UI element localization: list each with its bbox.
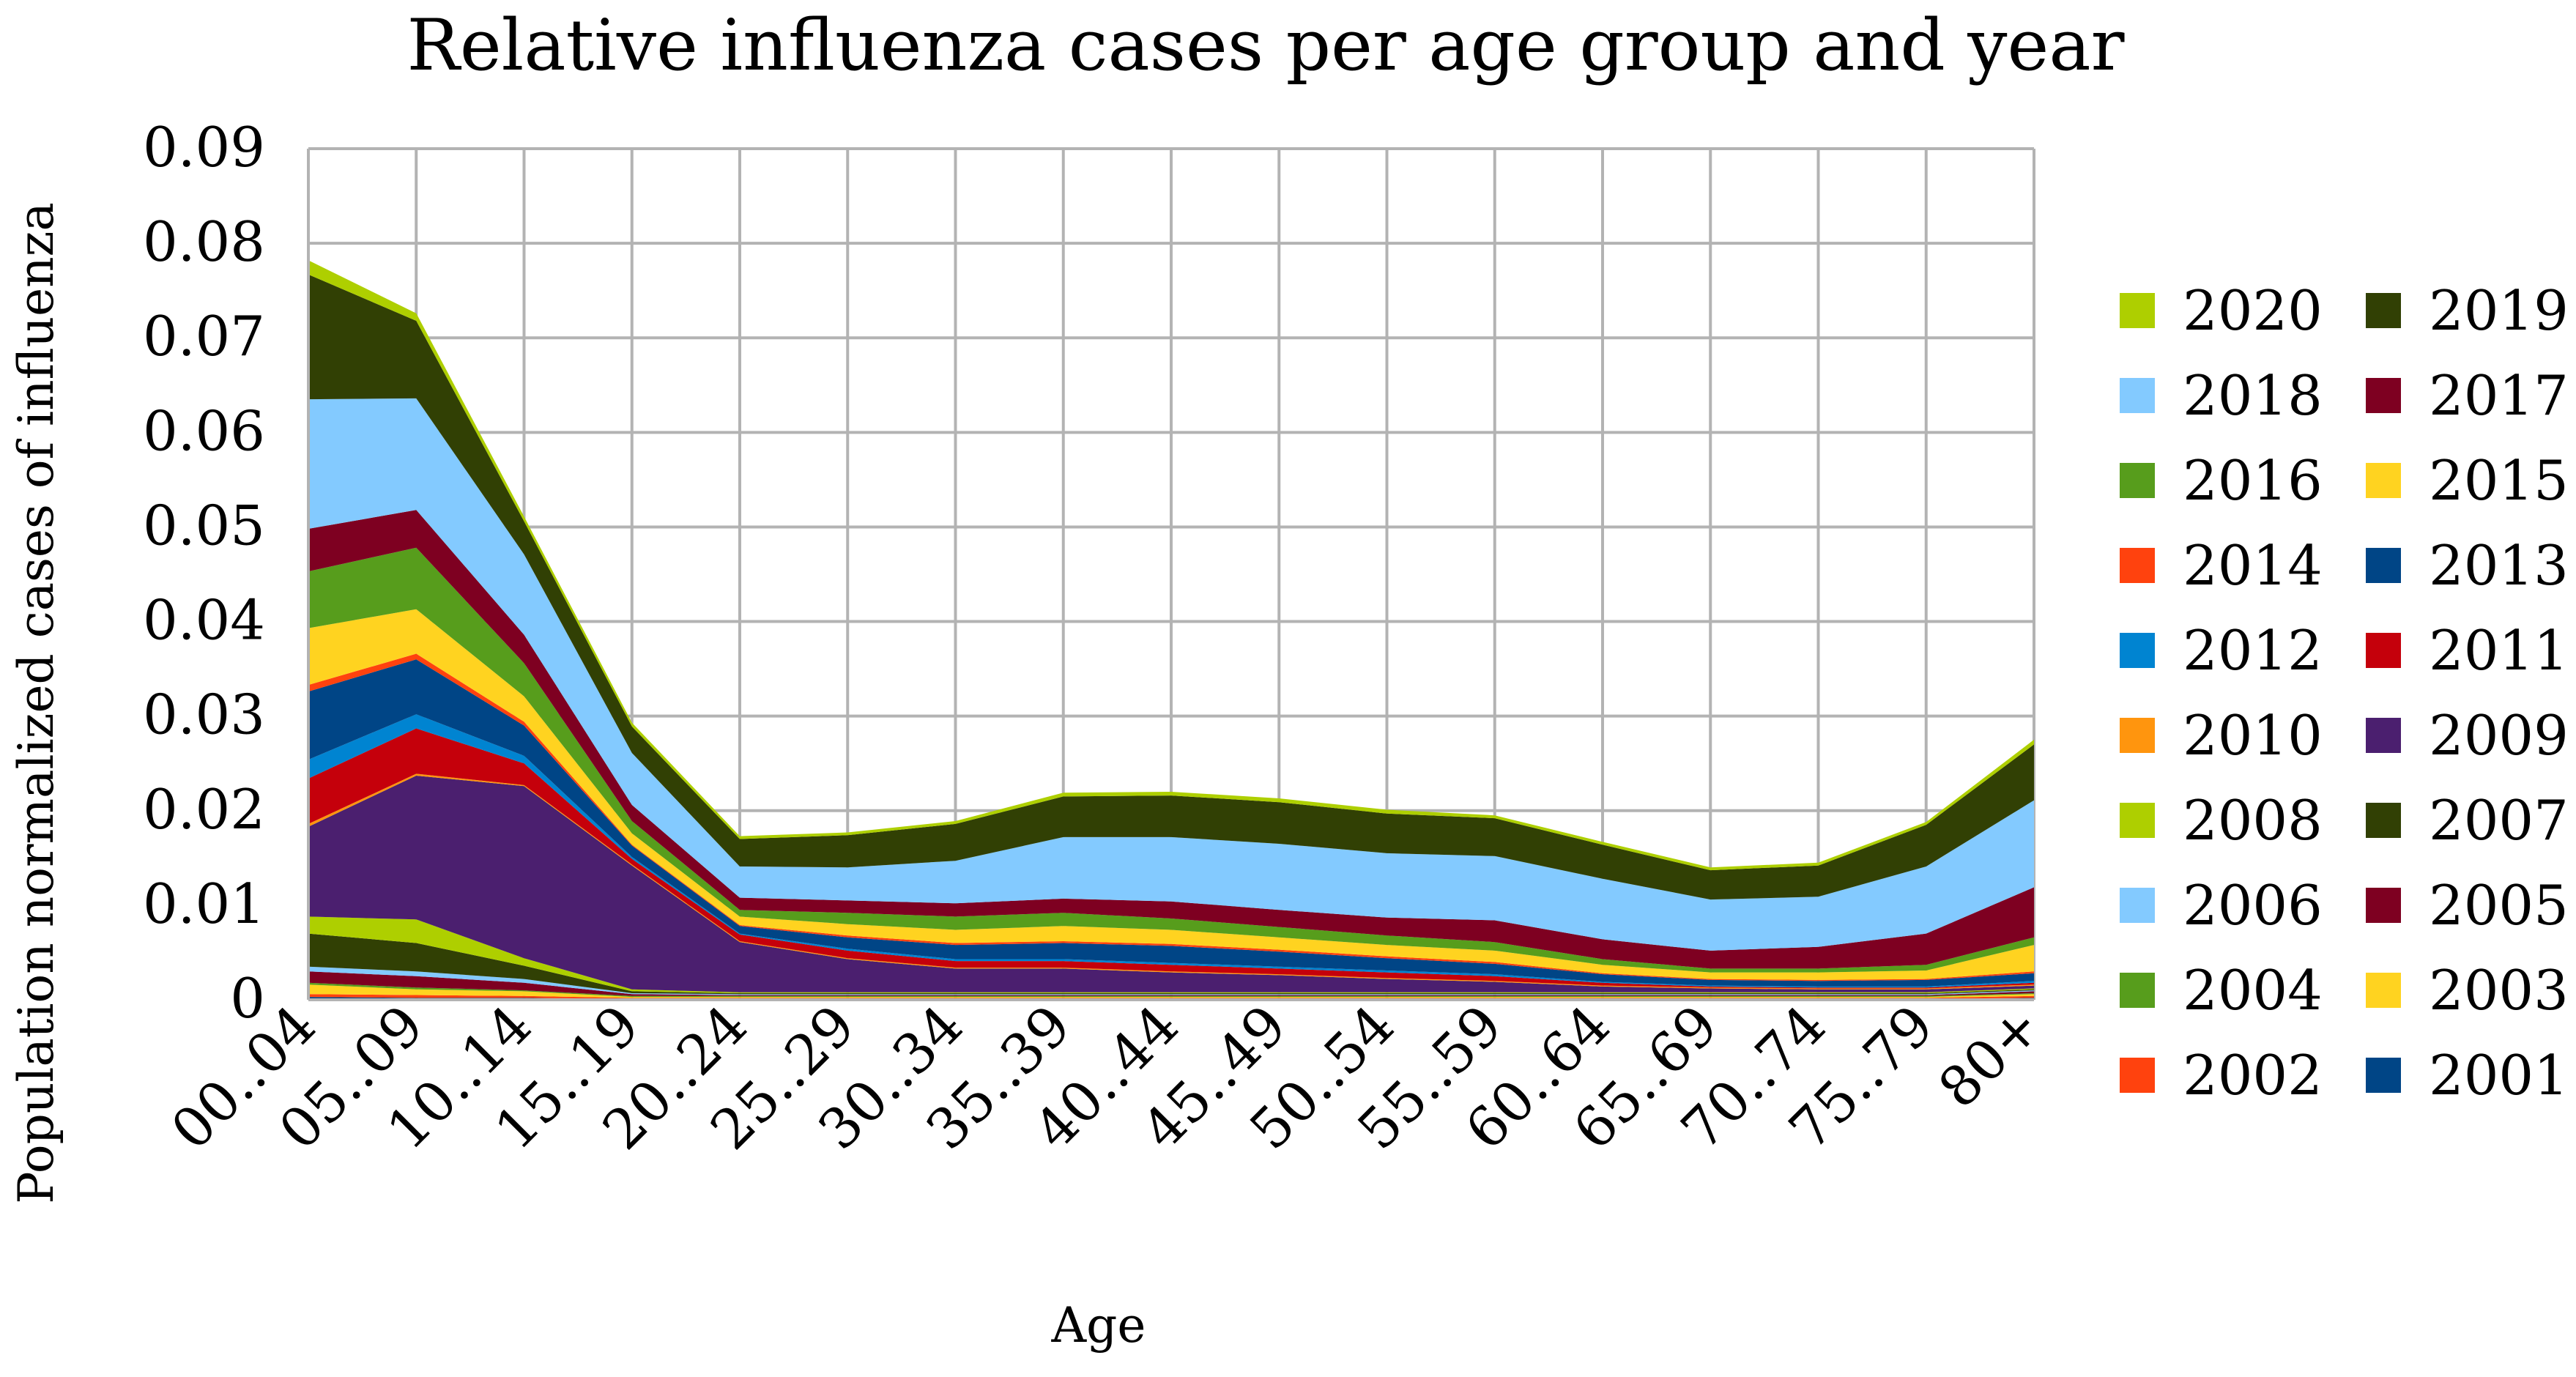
area-series-2012 <box>308 714 2034 988</box>
legend-label-2008: 2008 <box>2183 788 2323 853</box>
legend-swatch-2013 <box>2366 548 2401 583</box>
legend-swatch-2018 <box>2120 378 2155 413</box>
legend-swatch-2009 <box>2366 718 2401 753</box>
legend-label-2001: 2001 <box>2429 1043 2569 1107</box>
legend-label-2014: 2014 <box>2183 533 2323 598</box>
legend-swatch-2010 <box>2120 718 2155 753</box>
legend-label-2011: 2011 <box>2429 618 2569 683</box>
y-tick-label: 0.06 <box>143 398 265 463</box>
legend-swatch-2002 <box>2120 1058 2155 1093</box>
legend-swatch-2017 <box>2366 378 2401 413</box>
x-axis-label: Age <box>1051 1297 1146 1354</box>
y-tick-label: 0.02 <box>143 777 265 842</box>
y-tick-labels: 0 0.01 0.02 0.03 0.04 0.05 0.06 0.07 0.08 0.09 <box>143 115 265 1031</box>
legend-swatch-2016 <box>2120 463 2155 498</box>
legend-swatch-2019 <box>2366 293 2401 328</box>
axes <box>307 149 2034 1001</box>
legend-swatch-2006 <box>2120 888 2155 923</box>
legend-label-2019: 2019 <box>2429 278 2569 343</box>
legend-label-2006: 2006 <box>2183 873 2323 938</box>
legend-label-2002: 2002 <box>2183 1043 2323 1107</box>
legend-label-2015: 2015 <box>2429 448 2569 513</box>
legend-label-2010: 2010 <box>2183 703 2323 768</box>
x-tick-label: 80+ <box>1926 993 2054 1121</box>
legend-label-2009: 2009 <box>2429 703 2569 768</box>
legend-swatch-2003 <box>2366 973 2401 1008</box>
legend-label-2004: 2004 <box>2183 958 2323 1022</box>
area-series-2011 <box>308 728 2034 989</box>
legend: 2020 2019 2018 2017 2016 2015 2014 2013 2012 2011… <box>2120 278 2569 1107</box>
y-tick-label: 0.04 <box>143 588 265 653</box>
area-series-2009 <box>308 776 2034 992</box>
x-tick-labels: 00..0405..0910..1415..1920..2425..2930..… <box>159 993 2054 1162</box>
y-tick-label: 0.05 <box>143 493 265 557</box>
y-axis-label: Population normalized cases of influenza <box>8 202 64 1204</box>
y-tick-label: 0.01 <box>143 872 265 936</box>
legend-label-2018: 2018 <box>2183 363 2323 428</box>
y-tick-label: 0.07 <box>143 304 265 368</box>
legend-swatch-2001 <box>2366 1058 2401 1093</box>
y-tick-label: 0.09 <box>143 115 265 179</box>
legend-label-2016: 2016 <box>2183 448 2323 513</box>
legend-label-2005: 2005 <box>2429 873 2569 938</box>
legend-swatch-2004 <box>2120 973 2155 1008</box>
legend-label-2020: 2020 <box>2183 278 2323 343</box>
legend-swatch-2015 <box>2366 463 2401 498</box>
chart-title: Relative influenza cases per age group a… <box>407 4 2125 86</box>
legend-label-2013: 2013 <box>2429 533 2569 598</box>
legend-label-2007: 2007 <box>2429 788 2569 853</box>
legend-label-2003: 2003 <box>2429 958 2569 1022</box>
y-tick-label: 0.08 <box>143 209 265 274</box>
legend-label-2017: 2017 <box>2429 363 2569 428</box>
legend-swatch-2011 <box>2366 633 2401 668</box>
legend-swatch-2007 <box>2366 803 2401 838</box>
legend-swatch-2014 <box>2120 548 2155 583</box>
legend-label-2012: 2012 <box>2183 618 2323 683</box>
y-tick-label: 0 <box>230 966 265 1031</box>
legend-swatch-2012 <box>2120 633 2155 668</box>
legend-swatch-2005 <box>2366 888 2401 923</box>
y-tick-label: 0.03 <box>143 683 265 747</box>
area-series-2018 <box>308 398 2034 951</box>
legend-swatch-2020 <box>2120 293 2155 328</box>
legend-swatch-2008 <box>2120 803 2155 838</box>
